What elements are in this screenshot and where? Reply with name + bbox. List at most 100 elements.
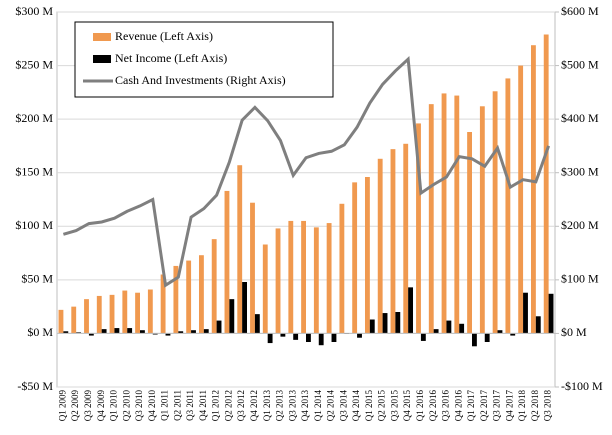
x-tick-label: Q3 2016 (441, 390, 451, 422)
x-tick-label: Q3 2014 (338, 390, 348, 422)
x-tick-label: Q4 2009 (96, 390, 106, 422)
bar (88, 333, 94, 336)
bar (191, 330, 196, 334)
bar (369, 319, 375, 334)
bar (216, 320, 222, 334)
bar (382, 313, 388, 334)
x-tick-label: Q1 2016 (415, 390, 425, 422)
y2-tick-label: $500 M (561, 57, 599, 71)
x-tick-label: Q4 2017 (504, 390, 514, 422)
y2-tick-label: $0 M (561, 325, 587, 339)
x-tick-label: Q1 2009 (57, 390, 67, 422)
bar (357, 333, 362, 338)
bar (523, 292, 528, 334)
bar (173, 265, 179, 334)
x-tick-label: Q3 2009 (83, 390, 93, 422)
legend-label: Cash And Investments (Right Axis) (115, 73, 286, 87)
y2-tick-label: $200 M (561, 218, 599, 232)
x-tick-label: Q1 2015 (364, 390, 374, 422)
legend-label: Net Income (Left Axis) (115, 51, 227, 65)
bar (178, 331, 184, 334)
y2-tick-label: $300 M (561, 164, 599, 178)
bar (339, 203, 345, 334)
x-tick-label: Q4 2016 (453, 390, 463, 422)
bar (505, 78, 511, 334)
x-tick-label: Q1 2013 (262, 390, 272, 422)
bar (326, 223, 332, 334)
bar (472, 333, 477, 347)
x-tick-label: Q1 2010 (109, 390, 119, 422)
x-tick-label: Q1 2011 (160, 390, 170, 421)
x-tick-label: Q2 2012 (223, 390, 233, 421)
bar (352, 182, 358, 334)
bar (203, 329, 209, 334)
bar (543, 34, 549, 334)
bar (301, 220, 306, 334)
bar (420, 333, 426, 341)
y-tick-label: -$50 M (17, 379, 53, 393)
bar (63, 331, 69, 334)
y-tick-label: $100 M (15, 218, 53, 232)
x-tick-label: Q2 2018 (530, 390, 540, 422)
bar (58, 309, 64, 334)
line (62, 55, 551, 288)
x-tick-label: Q3 2012 (236, 390, 246, 421)
bar (140, 330, 145, 334)
bar (479, 106, 485, 334)
bar (237, 165, 243, 334)
x-tick-label: Q3 2015 (389, 390, 399, 422)
bar (101, 329, 107, 334)
bar (454, 95, 460, 334)
bar (518, 65, 524, 334)
bar (280, 333, 286, 337)
x-tick-label: Q3 2013 (287, 390, 297, 422)
bar (127, 328, 133, 334)
x-tick-label: Q2 2016 (428, 390, 438, 422)
y-tick-label: $0 M (27, 325, 53, 339)
x-tick-label: Q2 2011 (172, 390, 182, 421)
x-tick-label: Q2 2015 (377, 390, 387, 422)
bar (262, 244, 268, 334)
bar (331, 333, 337, 342)
bar (293, 333, 299, 340)
bar (198, 255, 204, 334)
bar (390, 149, 396, 334)
x-tick-label: Q3 2011 (185, 390, 195, 421)
legend-box (74, 21, 334, 98)
x-tick-label: Q2 2013 (275, 390, 285, 422)
bar (76, 332, 82, 334)
bar (484, 333, 490, 342)
x-tick-label: Q3 2017 (492, 390, 502, 422)
bar (71, 306, 77, 334)
x-tick-label: Q1 2012 (211, 390, 221, 421)
bar (403, 143, 409, 334)
y-tick-label: $250 M (15, 57, 53, 71)
y2-tick-label: $100 M (561, 272, 599, 286)
x-tick-label: Q4 2011 (198, 390, 208, 421)
bar (135, 292, 140, 334)
y2-tick-label: $600 M (561, 4, 599, 18)
bar (467, 132, 472, 334)
bar (446, 320, 452, 334)
y2-tick-label: $400 M (561, 111, 599, 125)
bar (548, 293, 554, 334)
x-tick-label: Q2 2014 (326, 390, 336, 422)
x-tick-label: Q4 2012 (249, 390, 259, 421)
legend-label: Revenue (Left Axis) (115, 29, 213, 43)
bar (364, 177, 370, 334)
y-tick-label: $200 M (15, 111, 53, 125)
x-tick-label: Q2 2017 (479, 390, 489, 422)
legend-swatch (93, 55, 111, 63)
bar (441, 93, 447, 334)
bar (535, 316, 541, 334)
bar (497, 330, 503, 334)
legend-swatch (93, 33, 111, 41)
x-tick-label: Q4 2015 (402, 390, 412, 422)
bar (224, 190, 230, 334)
bar (408, 287, 414, 334)
bar (250, 202, 255, 334)
bar (147, 289, 153, 334)
bar (267, 333, 273, 344)
y-tick-label: $300 M (15, 4, 53, 18)
